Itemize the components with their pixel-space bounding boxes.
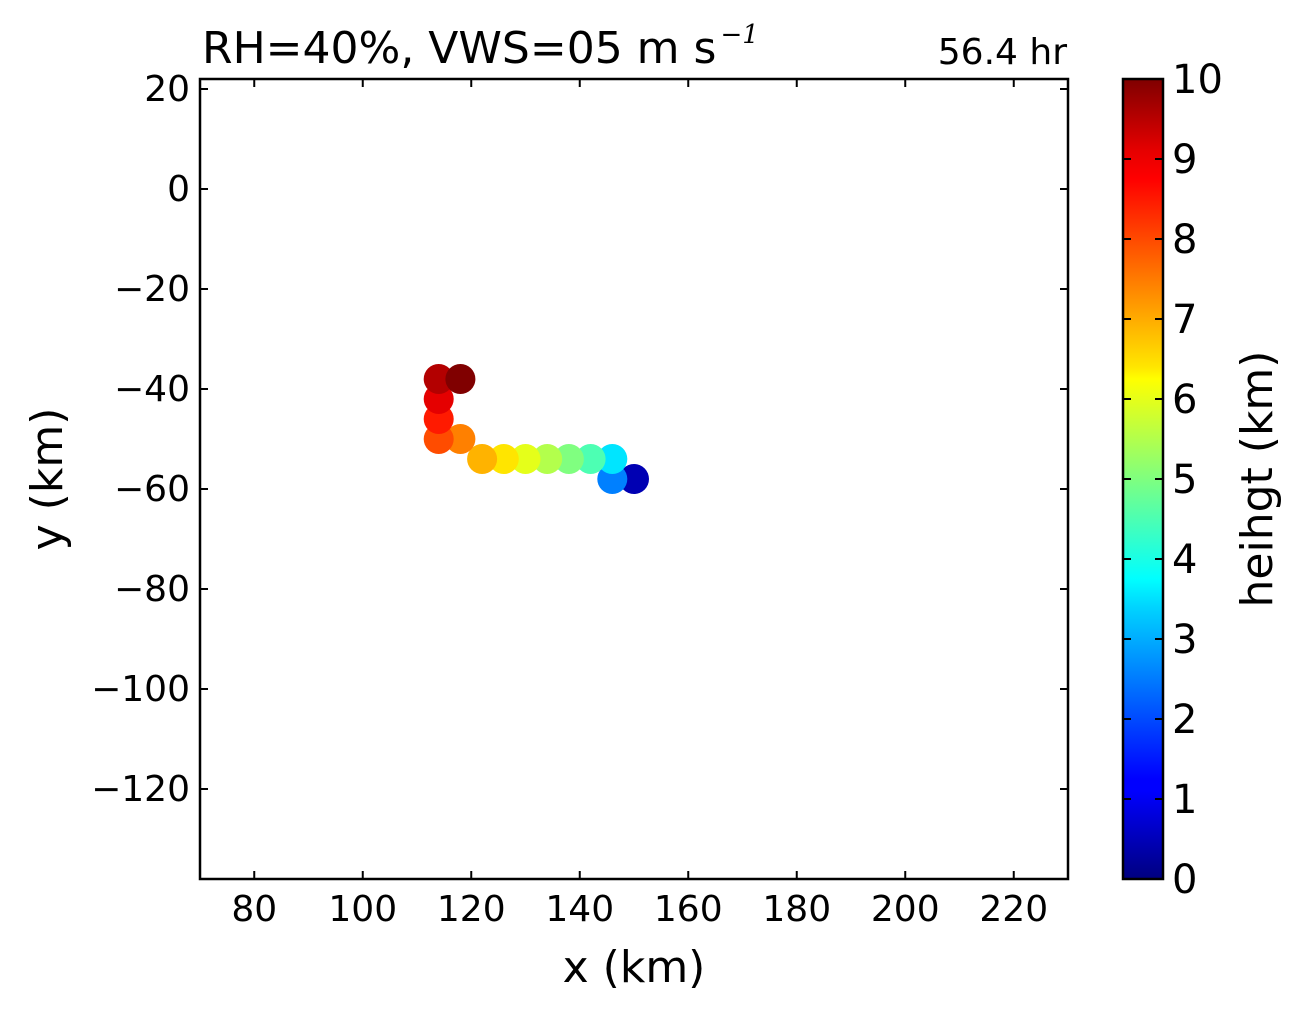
colorbar-tick-label: 5 [1172,457,1197,503]
data-point-3 [575,444,606,474]
y-tick-label: 20 [144,69,190,110]
y-tick-label: 0 [167,169,190,210]
x-tick-label: 120 [437,889,506,930]
x-tick-label: 100 [328,889,397,930]
data-point-2 [597,444,628,474]
y-tick-label: −80 [114,569,190,610]
y-axis-label: y (km) [22,408,73,551]
plot-area: 80 100 120 140 160 180 200 220 200−20−40−60−80−… [91,69,1070,930]
colorbar-tick-label: 9 [1172,137,1197,183]
colorbar-tick-label: 4 [1172,537,1197,583]
colorbar: 0 1 2 3 4 5 6 7 8 9 10 heihgt (km) [1121,57,1283,903]
data-point-0 [619,464,649,494]
x-tick-label: 140 [545,889,614,930]
x-axis-label: x (km) [563,942,706,993]
data-point-9 [445,424,476,454]
data-point-4 [553,444,584,474]
x-axis-ticks: 80 100 120 140 160 180 200 220 [231,79,1048,930]
colorbar-label: heihgt (km) [1232,351,1283,608]
y-tick-label: −40 [114,369,190,410]
x-tick-label: 80 [231,889,277,930]
y-tick-label: −120 [91,769,190,810]
data-point-7 [488,444,519,474]
y-tick-label: −20 [114,269,190,310]
colorbar-tick-label: 8 [1172,217,1197,263]
data-point-6 [510,444,541,474]
chart-title: RH=40%, VWS=05 m s −1 [202,20,759,74]
data-point-8 [467,444,498,474]
scatter-points [423,364,649,494]
colorbar-tick-label: 1 [1172,777,1197,823]
x-tick-label: 200 [871,889,940,930]
colorbar-tick-label: 0 [1172,857,1197,903]
colorbar-tick-label: 7 [1172,297,1197,343]
colorbar-tick-label: 6 [1172,377,1197,423]
data-point-14 [445,364,476,394]
data-point-5 [532,444,563,474]
colorbar-tick-label: 3 [1172,617,1197,663]
data-point-13 [423,364,454,394]
time-label: 56.4 hr [938,32,1067,73]
colorbar-tick-label: 10 [1172,57,1223,103]
colorbar-ticks: 0 1 2 3 4 5 6 7 8 9 10 [1123,57,1223,903]
y-axis-ticks: 20 0 −20 −40 −60 −80 −100 −120 [91,69,1068,810]
y-tick-label: −60 [114,469,190,510]
x-tick-label: 160 [654,889,723,930]
plot-frame [198,77,1070,881]
x-tick-label: 180 [762,889,831,930]
x-tick-label: 220 [979,889,1048,930]
colorbar-tick-label: 2 [1172,697,1197,743]
y-tick-label: −100 [91,669,190,710]
